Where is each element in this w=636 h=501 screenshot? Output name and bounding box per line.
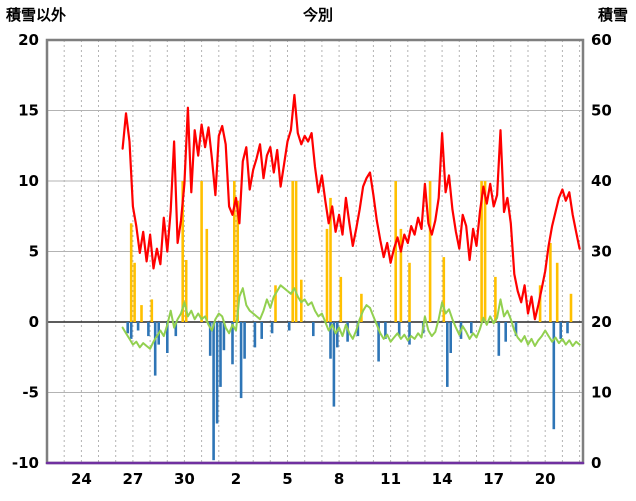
svg-text:20: 20 — [591, 313, 612, 331]
svg-text:10: 10 — [18, 172, 39, 190]
svg-text:40: 40 — [591, 172, 612, 190]
left-axis-title: 積雪以外 — [6, 6, 67, 24]
svg-text:24: 24 — [71, 470, 92, 488]
svg-text:50: 50 — [591, 102, 612, 120]
svg-text:10: 10 — [591, 384, 612, 402]
svg-text:15: 15 — [18, 102, 39, 120]
svg-text:20: 20 — [18, 31, 39, 49]
chart-title: 今別 — [302, 6, 333, 24]
svg-text:11: 11 — [380, 470, 401, 488]
svg-text:27: 27 — [122, 470, 143, 488]
svg-text:2: 2 — [231, 470, 241, 488]
svg-text:0: 0 — [29, 313, 39, 331]
svg-text:20: 20 — [535, 470, 556, 488]
svg-text:8: 8 — [334, 470, 344, 488]
svg-text:5: 5 — [282, 470, 292, 488]
svg-text:-10: -10 — [12, 454, 39, 472]
svg-text:60: 60 — [591, 31, 612, 49]
svg-text:5: 5 — [29, 243, 39, 261]
svg-text:30: 30 — [174, 470, 195, 488]
svg-text:17: 17 — [483, 470, 504, 488]
right-axis-title: 積雪 — [597, 6, 628, 24]
svg-text:14: 14 — [432, 470, 453, 488]
svg-text:0: 0 — [591, 454, 601, 472]
svg-text:30: 30 — [591, 243, 612, 261]
svg-text:-5: -5 — [22, 384, 39, 402]
